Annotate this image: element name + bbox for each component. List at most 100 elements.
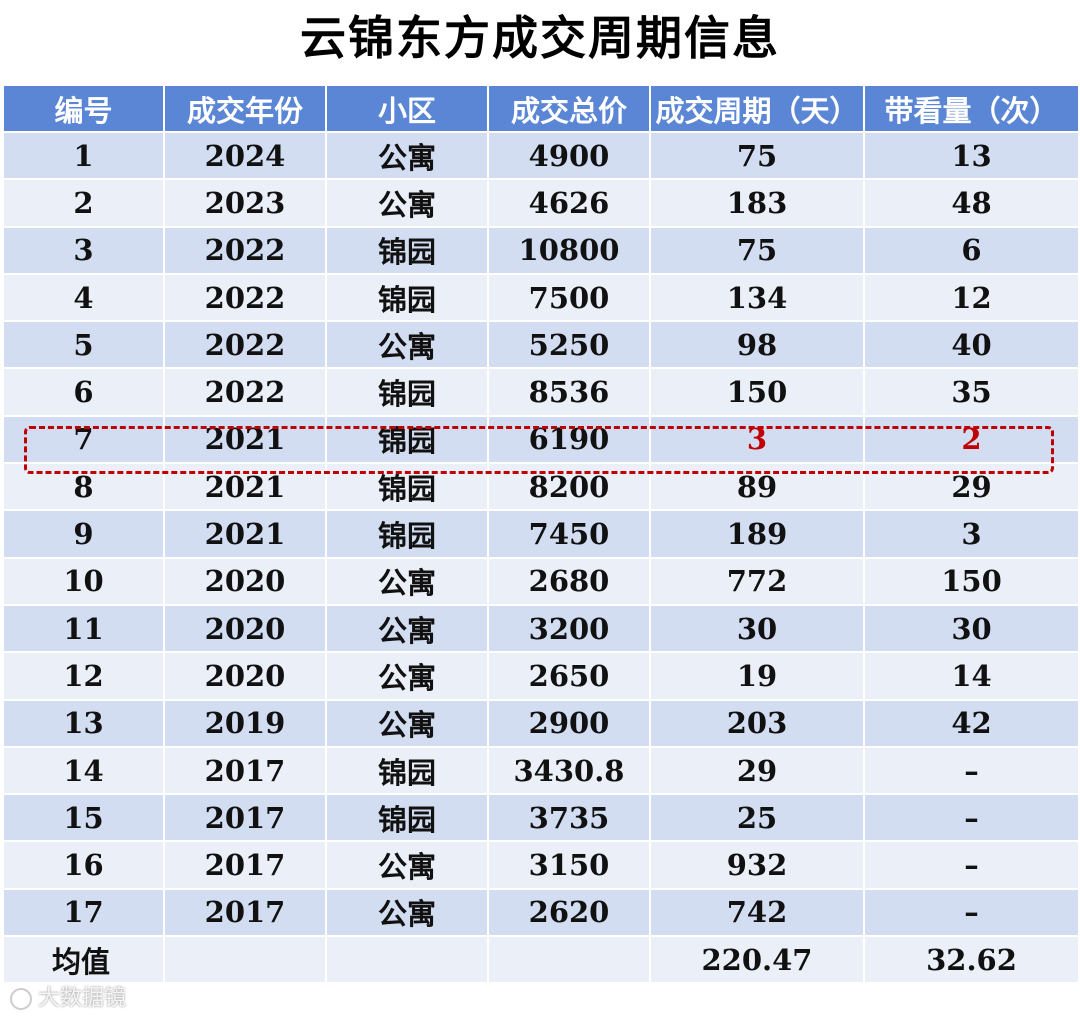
table-row: 5 2022 公寓 5250 98 40 — [2, 320, 1080, 370]
cell-community: 公寓 — [325, 887, 489, 938]
cell-community: 锦园 — [325, 745, 489, 796]
average-empty-cell — [487, 935, 651, 985]
cell-cycle-days: 183 — [649, 178, 865, 228]
cell-view-count: 48 — [863, 178, 1080, 228]
cell-cycle-days: 30 — [649, 603, 865, 654]
cell-total-price: 8200 — [487, 462, 651, 512]
cell-total-price: 6190 — [487, 414, 651, 465]
table-row: 8 2021 锦园 8200 89 29 — [2, 462, 1080, 512]
cell-view-count: 6 — [863, 225, 1080, 275]
table-row: 4 2022 锦园 7500 134 12 — [2, 272, 1080, 323]
cell-view-count: 14 — [863, 651, 1080, 701]
page-title: 云锦东方成交周期信息 — [300, 11, 780, 65]
cell-total-price: 2900 — [487, 698, 651, 748]
cell-id: 13 — [2, 698, 165, 748]
cell-year: 2021 — [163, 414, 327, 465]
cell-id: 4 — [2, 272, 165, 323]
cell-year: 2019 — [163, 698, 327, 748]
cell-year: 2017 — [163, 840, 327, 890]
cell-year: 2017 — [163, 745, 327, 796]
cell-year: 2022 — [163, 225, 327, 275]
cell-view-count: 13 — [863, 130, 1080, 181]
cell-community: 公寓 — [325, 840, 489, 890]
cell-total-price: 3200 — [487, 603, 651, 654]
cell-id: 8 — [2, 462, 165, 512]
cell-total-price: 2620 — [487, 887, 651, 938]
cell-community: 锦园 — [325, 225, 489, 275]
cell-community: 锦园 — [325, 509, 489, 559]
cell-view-count: 29 — [863, 462, 1080, 512]
cell-id: 11 — [2, 603, 165, 654]
cell-view-count: – — [863, 887, 1080, 938]
cell-total-price: 7500 — [487, 272, 651, 323]
cell-view-count: 150 — [863, 556, 1080, 606]
table-row: 3 2022 锦园 10800 75 6 — [2, 225, 1080, 275]
header-id: 编号 — [2, 84, 165, 133]
cell-total-price: 7450 — [487, 509, 651, 559]
cell-total-price: 8536 — [487, 367, 651, 417]
table-row: 15 2017 锦园 3735 25– — [2, 793, 1080, 843]
table-row: 1 2024 公寓 4900 75 13 — [2, 130, 1080, 181]
cell-id: 2 — [2, 178, 165, 228]
cell-community: 锦园 — [325, 462, 489, 512]
table-row: 2 2023 公寓 4626 183 48 — [2, 178, 1080, 228]
cell-cycle-days: 189 — [649, 509, 865, 559]
cell-community: 锦园 — [325, 272, 489, 323]
cell-cycle-days: 89 — [649, 462, 865, 512]
deal-cycle-table: 编号 成交年份 小区 成交总价 成交周期（天） 带看量（次） 1 2024 公寓 49… — [2, 84, 1080, 985]
cell-total-price: 3150 — [487, 840, 651, 890]
cell-total-price: 4626 — [487, 178, 651, 228]
table-row: 11 2020 公寓 3200 30 30 — [2, 603, 1080, 654]
cell-community: 公寓 — [325, 698, 489, 748]
cell-view-count: 12 — [863, 272, 1080, 323]
cell-id: 6 — [2, 367, 165, 417]
cell-year: 2020 — [163, 651, 327, 701]
average-empty-cell — [325, 935, 489, 985]
cell-community: 锦园 — [325, 414, 489, 465]
deal-cycle-table-container: 编号 成交年份 小区 成交总价 成交周期（天） 带看量（次） 1 2024 公寓 49… — [2, 84, 1080, 985]
average-empty-cell — [163, 935, 327, 985]
cell-community: 公寓 — [325, 320, 489, 370]
cell-view-count: – — [863, 793, 1080, 843]
cell-cycle-days: 742 — [649, 887, 865, 938]
watermark-logo-icon — [10, 988, 32, 1010]
cell-view-count: 40 — [863, 320, 1080, 370]
table-row: 12 2020 公寓 2650 19 14 — [2, 651, 1080, 701]
cell-total-price: 3735 — [487, 793, 651, 843]
cell-cycle-days: 772 — [649, 556, 865, 606]
cell-year: 2024 — [163, 130, 327, 181]
cell-year: 2017 — [163, 887, 327, 938]
cell-cycle-days: 75 — [649, 225, 865, 275]
cell-total-price: 2650 — [487, 651, 651, 701]
average-cycle: 220.47 — [649, 935, 865, 985]
cell-total-price: 3430.8 — [487, 745, 651, 796]
cell-community: 公寓 — [325, 651, 489, 701]
cell-id: 3 — [2, 225, 165, 275]
cell-year: 2020 — [163, 603, 327, 654]
table-header-row: 编号 成交年份 小区 成交总价 成交周期（天） 带看量（次） — [2, 84, 1080, 133]
table-row: 16 2017 公寓 3150 932– — [2, 840, 1080, 890]
table-row: 6 2022 锦园 8536 150 35 — [2, 367, 1080, 417]
header-community: 小区 — [325, 84, 489, 133]
header-year: 成交年份 — [163, 84, 327, 133]
cell-cycle-days: 134 — [649, 272, 865, 323]
cell-cycle-days: 29 — [649, 745, 865, 796]
header-view-count: 带看量（次） — [863, 84, 1080, 133]
cell-cycle-days: 19 — [649, 651, 865, 701]
cell-view-count: – — [863, 840, 1080, 890]
cell-community: 公寓 — [325, 178, 489, 228]
table-row: 13 2019 公寓 2900 203 42 — [2, 698, 1080, 748]
watermark: 大数据镜 — [10, 984, 126, 1014]
cell-view-count: 35 — [863, 367, 1080, 417]
cell-view-count: – — [863, 745, 1080, 796]
cell-community: 公寓 — [325, 556, 489, 606]
average-views: 32.62 — [863, 935, 1080, 985]
header-cycle-days: 成交周期（天） — [649, 84, 865, 133]
table-row: 9 2021 锦园 7450 189 3 — [2, 509, 1080, 559]
cell-view-count: 42 — [863, 698, 1080, 748]
average-row: 均值 220.47 32.62 — [2, 935, 1080, 985]
cell-cycle-days: 25 — [649, 793, 865, 843]
cell-view-count: 3 — [863, 509, 1080, 559]
cell-cycle-days: 932 — [649, 840, 865, 890]
cell-year: 2023 — [163, 178, 327, 228]
